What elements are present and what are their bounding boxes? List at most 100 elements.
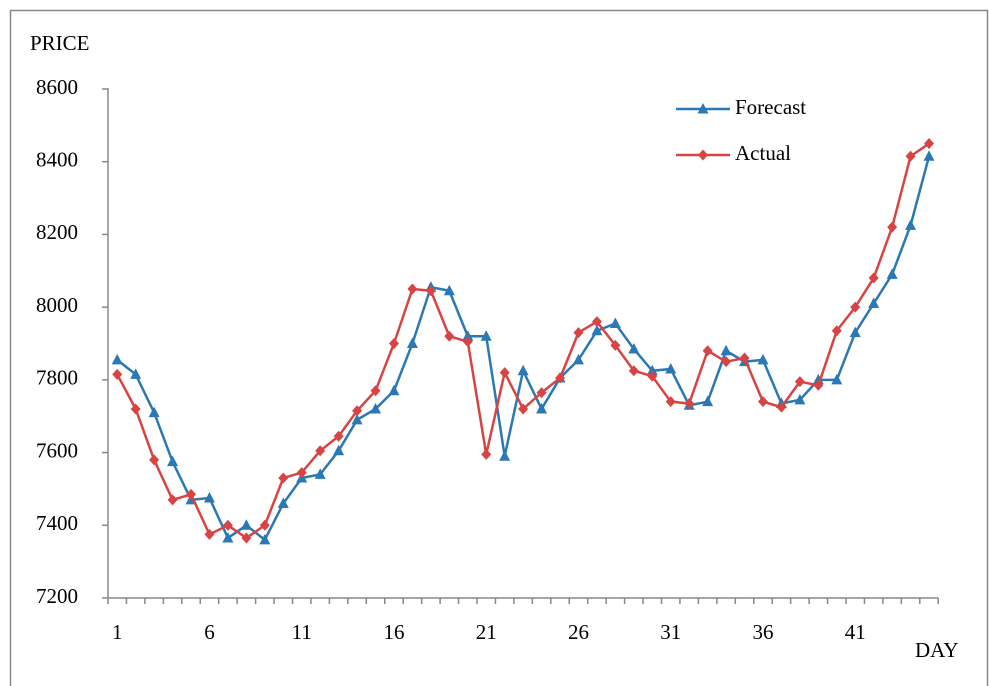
point — [886, 268, 898, 279]
y-tick-label: 8400 — [36, 148, 78, 172]
legend-label: Actual — [735, 141, 791, 165]
series-line — [116, 142, 930, 540]
point — [849, 326, 861, 338]
y-tick-label: 7600 — [36, 438, 78, 462]
x-tick-label: 11 — [292, 620, 312, 644]
point — [887, 221, 898, 233]
point — [296, 467, 307, 479]
point — [352, 405, 363, 417]
point — [573, 327, 584, 339]
point — [148, 406, 160, 418]
x-tick-label: 16 — [383, 620, 404, 644]
point — [259, 519, 270, 531]
series-line — [116, 155, 931, 542]
point — [868, 272, 879, 284]
point — [812, 373, 824, 385]
legend-marker — [698, 149, 708, 161]
point — [610, 339, 621, 351]
x-tick-label: 41 — [845, 620, 866, 644]
legend-label: Forecast — [735, 95, 806, 119]
point — [111, 353, 123, 365]
point — [333, 430, 344, 442]
point — [665, 396, 676, 408]
x-tick-label: 1 — [112, 620, 123, 644]
point — [924, 138, 935, 150]
x-tick-label: 36 — [752, 620, 773, 644]
point — [388, 384, 400, 396]
y-tick-label: 7400 — [36, 511, 78, 535]
point — [720, 344, 732, 356]
point — [315, 445, 326, 457]
point — [813, 379, 824, 391]
point — [536, 402, 548, 414]
point — [517, 364, 529, 376]
point — [868, 297, 880, 309]
point — [480, 330, 492, 341]
x-tick-label: 31 — [660, 620, 681, 644]
point — [406, 337, 418, 348]
legend-marker — [697, 103, 709, 114]
point — [850, 301, 861, 313]
point — [591, 316, 602, 328]
point — [314, 468, 326, 479]
point — [905, 150, 916, 162]
point — [222, 519, 233, 531]
point — [333, 444, 345, 456]
point — [167, 455, 179, 467]
x-tick-label: 6 — [204, 620, 215, 644]
point — [149, 454, 160, 466]
point — [259, 533, 271, 545]
point — [370, 402, 382, 414]
point — [462, 336, 473, 348]
point — [518, 403, 529, 415]
point — [130, 403, 141, 415]
point — [481, 448, 492, 460]
x-axis-label: DAY — [915, 638, 959, 662]
x-tick-label: 21 — [476, 620, 497, 644]
point — [721, 356, 732, 368]
point — [757, 353, 769, 365]
y-tick-label: 7800 — [36, 366, 78, 390]
point — [278, 472, 289, 484]
point — [351, 413, 363, 425]
point — [684, 397, 695, 409]
point — [628, 365, 639, 377]
point — [794, 376, 805, 388]
point — [646, 364, 658, 376]
point — [370, 385, 381, 397]
x-tick-label: 26 — [568, 620, 589, 644]
point — [130, 368, 142, 379]
y-tick-label: 7200 — [36, 584, 78, 608]
point — [407, 283, 418, 295]
point — [572, 353, 584, 365]
point — [167, 494, 178, 506]
point — [628, 342, 640, 354]
point — [499, 367, 510, 379]
point — [831, 325, 842, 337]
point — [443, 284, 455, 296]
y-tick-label: 8600 — [36, 75, 78, 99]
point — [739, 352, 750, 364]
point — [222, 532, 234, 543]
point — [204, 528, 215, 540]
point — [240, 519, 252, 530]
y-tick-label: 8000 — [36, 293, 78, 317]
point — [794, 393, 806, 405]
point — [462, 330, 474, 341]
point — [905, 219, 917, 230]
point — [499, 450, 511, 461]
point — [757, 396, 768, 408]
frame — [9, 9, 989, 686]
point — [702, 345, 713, 357]
point — [388, 338, 399, 349]
point — [702, 395, 714, 407]
point — [609, 317, 621, 329]
y-tick-label: 8200 — [36, 220, 78, 244]
point — [112, 368, 123, 380]
point — [776, 401, 787, 413]
point — [425, 285, 436, 297]
point — [647, 370, 658, 382]
point — [831, 373, 843, 385]
point — [241, 532, 252, 544]
